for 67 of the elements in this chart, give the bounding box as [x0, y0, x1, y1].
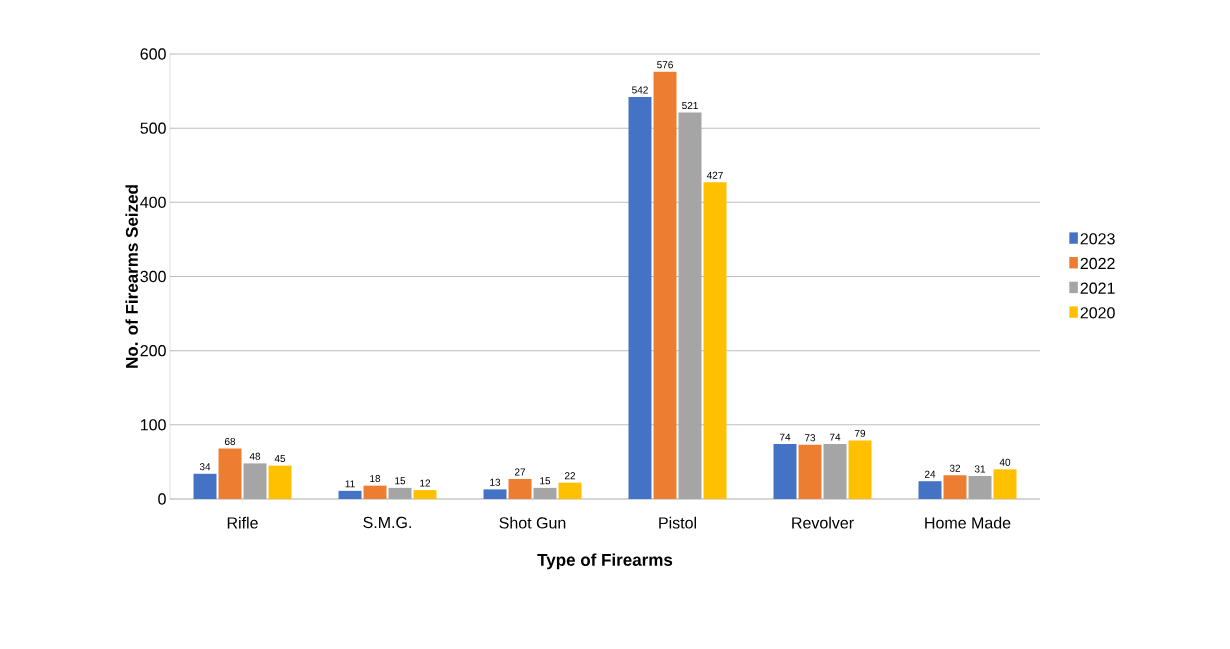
bar — [243, 463, 267, 499]
bar — [678, 112, 702, 499]
x-tick-label: S.M.G. — [363, 516, 411, 529]
bar — [533, 487, 557, 499]
data-label: 73 — [804, 434, 816, 442]
data-label: 427 — [706, 171, 723, 179]
bar — [413, 490, 437, 499]
bar — [268, 465, 292, 499]
bar — [918, 481, 942, 499]
bar — [558, 482, 582, 499]
bar — [483, 489, 507, 499]
bar — [848, 440, 872, 499]
x-tick-label: Rifle — [227, 516, 258, 529]
bar — [653, 71, 677, 499]
bar — [993, 469, 1017, 499]
legend-label: 2022 — [1080, 257, 1115, 270]
legend-label: 2021 — [1080, 282, 1115, 294]
bar — [943, 475, 967, 499]
bar — [968, 476, 992, 499]
y-tick-label: 400 — [140, 196, 166, 208]
data-label: 40 — [999, 458, 1011, 466]
bar — [388, 487, 412, 499]
data-label: 68 — [224, 437, 236, 446]
legend-label: 2023 — [1080, 233, 1115, 245]
data-label: 15 — [540, 477, 551, 485]
data-label: 11 — [345, 480, 355, 488]
bar — [338, 490, 362, 499]
y-tick-label: 100 — [141, 419, 166, 431]
data-label: 74 — [779, 433, 791, 441]
bar — [703, 182, 727, 499]
x-tick-label: Home Made — [925, 516, 1011, 529]
y-tick-label: 600 — [140, 48, 166, 60]
data-label: 15 — [395, 477, 406, 485]
data-label: 74 — [829, 433, 841, 441]
y-tick-label: 200 — [140, 345, 166, 357]
data-label: 27 — [514, 468, 526, 476]
bar — [823, 444, 847, 499]
y-tick-label: 500 — [140, 122, 166, 134]
data-label: 48 — [249, 452, 261, 460]
bar — [773, 444, 797, 499]
data-label: 12 — [420, 479, 431, 487]
data-label: 79 — [854, 429, 866, 437]
bar — [798, 444, 822, 499]
bar — [363, 485, 387, 499]
y-tick-label: 300 — [140, 270, 166, 283]
data-label: 542 — [632, 86, 648, 94]
x-axis-title: Type of Firearms — [537, 553, 673, 570]
bar — [193, 473, 217, 499]
data-label: 31 — [974, 465, 986, 473]
x-tick-label: Shot Gun — [499, 516, 566, 529]
data-label: 576 — [657, 61, 673, 69]
bar — [628, 97, 652, 499]
x-tick-label: Pistol — [659, 516, 696, 529]
y-tick-label: 0 — [158, 493, 166, 505]
bar — [218, 448, 242, 499]
x-tick-label: Revolver — [792, 516, 854, 529]
data-label: 521 — [682, 101, 698, 110]
data-label: 45 — [274, 455, 286, 463]
data-label: 13 — [490, 478, 501, 486]
bar — [508, 478, 532, 499]
data-label: 32 — [949, 464, 961, 472]
data-label: 24 — [924, 470, 936, 478]
data-label: 34 — [199, 463, 211, 471]
data-label: 18 — [370, 475, 381, 483]
legend-label: 2020 — [1080, 307, 1115, 319]
data-label: 22 — [564, 472, 576, 480]
y-axis-title: No. of Firearms Seized — [125, 185, 138, 368]
